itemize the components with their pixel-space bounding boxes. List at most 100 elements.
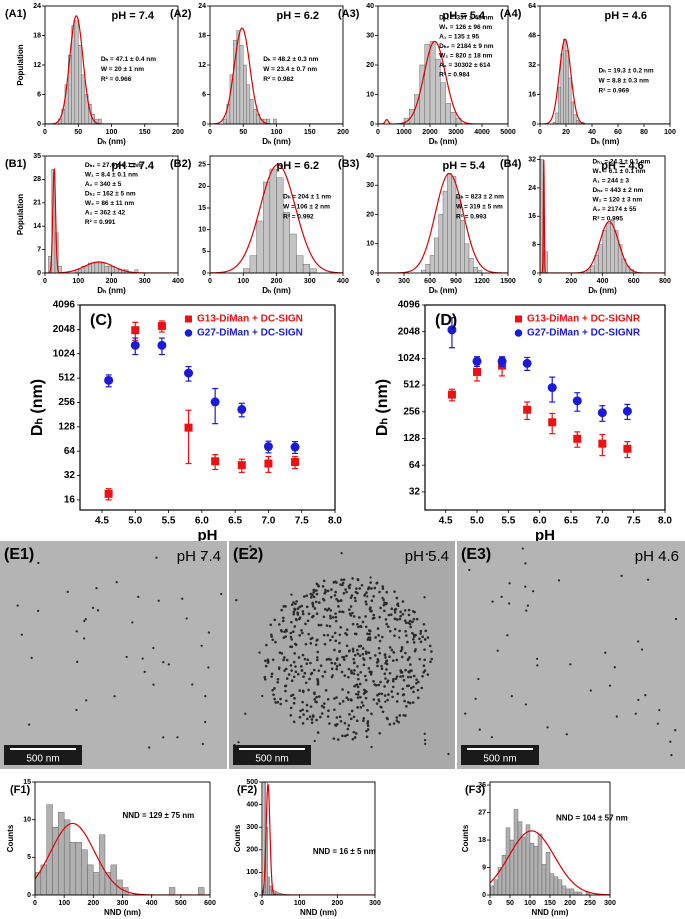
y-tick-label: 40 [366, 3, 374, 10]
bar [549, 873, 555, 896]
particle [309, 637, 313, 641]
y-axis-label: Population [16, 44, 25, 85]
particle [395, 618, 399, 621]
bar [114, 269, 119, 274]
particle [340, 578, 343, 582]
panel-title: pH = 4.6 [601, 160, 644, 172]
particle [376, 664, 379, 668]
particle [316, 658, 319, 662]
particle [292, 612, 296, 616]
particle [305, 594, 308, 598]
particle [345, 696, 349, 700]
annotation: Dₕ₁ = 24.3 ± 0.1 nm [593, 159, 651, 166]
particle [347, 724, 351, 727]
particle [308, 715, 312, 718]
bar [573, 891, 579, 896]
particle [363, 594, 366, 597]
particle [354, 599, 357, 603]
particle [569, 663, 572, 666]
particle [385, 590, 389, 594]
legend-marker [514, 329, 523, 337]
particle [298, 616, 302, 619]
particle [428, 644, 432, 648]
particle [16, 604, 19, 607]
particle [306, 658, 310, 662]
y-tick-label: 25 [198, 162, 206, 169]
bar [69, 842, 77, 896]
bar [460, 220, 465, 274]
particle [350, 594, 354, 597]
particle [299, 665, 303, 668]
y-tick-label: 15 [23, 779, 31, 786]
particle [338, 702, 342, 705]
particle [395, 716, 399, 719]
panel-title: pH = 6.2 [277, 160, 320, 172]
particle [330, 661, 334, 665]
particle [296, 672, 300, 676]
particle [332, 737, 336, 740]
bar [560, 53, 564, 125]
particle [412, 617, 416, 621]
particle [363, 674, 367, 678]
particle [204, 694, 207, 698]
particle [335, 667, 339, 671]
bar [243, 64, 247, 125]
y-tick-label: 18 [33, 32, 41, 39]
particle [390, 690, 394, 693]
bar [434, 237, 439, 274]
particle [325, 608, 329, 612]
particle [304, 622, 307, 626]
x-tick-label: 50 [74, 129, 82, 136]
particle [364, 650, 368, 653]
tem-image [457, 541, 685, 769]
particle [401, 612, 405, 616]
particle [364, 678, 368, 682]
x-axis-label: Dₕ (nm) [429, 137, 458, 146]
particle [430, 650, 433, 653]
particle [305, 703, 309, 707]
particle [301, 612, 305, 616]
particle [329, 616, 332, 620]
particle [292, 701, 296, 705]
y-tick-label: 20 [366, 211, 374, 218]
y-tick-label: 27 [478, 809, 486, 816]
y-tick-label: 128 [403, 433, 420, 444]
x-tick-label: 6.5 [564, 516, 578, 527]
fit-curve [45, 15, 178, 124]
particle [414, 648, 417, 651]
bar [571, 101, 575, 125]
particle [403, 699, 406, 703]
bar [590, 265, 595, 274]
particle [415, 682, 418, 685]
particle [341, 700, 345, 703]
x-tick-label: 80 [640, 129, 648, 136]
particle [425, 552, 428, 556]
particle [402, 678, 406, 682]
annotation: Dₕ = 47.1 ± 0.4 nm [101, 56, 156, 63]
particle [386, 717, 389, 721]
bar [529, 842, 535, 896]
x-tick-label: 20 [562, 129, 570, 136]
point [473, 367, 482, 376]
point [472, 356, 482, 366]
particle [152, 646, 155, 650]
particle [385, 659, 388, 663]
particle [565, 733, 568, 736]
particle [341, 581, 345, 585]
particle [292, 601, 295, 604]
x-tick-label: 5.0 [128, 516, 142, 527]
particle [613, 666, 616, 669]
particle [359, 695, 362, 699]
particle [298, 715, 302, 719]
particle [524, 562, 527, 565]
y-tick-label: 16 [528, 213, 536, 220]
particle [281, 619, 285, 623]
particle [347, 675, 350, 679]
particle [420, 686, 424, 690]
y-tick-label: 35 [33, 153, 41, 160]
annotation: W = 8.8 ± 0.3 nm [599, 78, 650, 85]
y-tick-label: 8 [532, 241, 536, 248]
panel-title: pH = 5.4 [443, 160, 486, 172]
particle [378, 651, 382, 655]
particle [204, 720, 207, 724]
